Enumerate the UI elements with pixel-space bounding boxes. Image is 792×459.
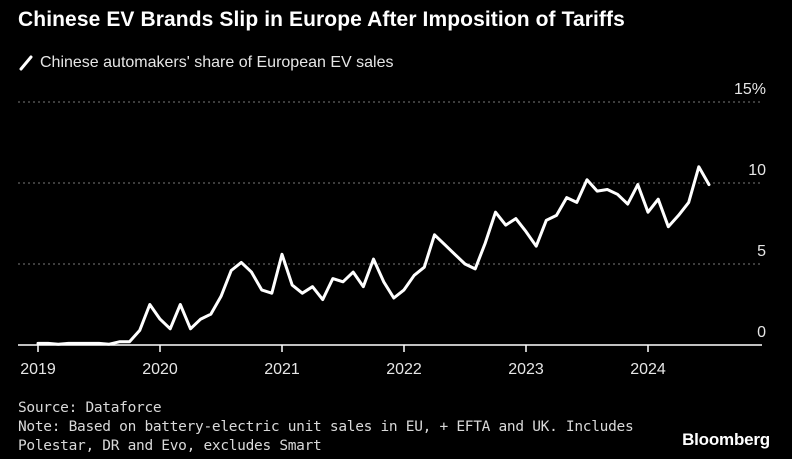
data-point-2023-07 <box>585 178 589 181</box>
data-point-2021-08 <box>352 270 355 274</box>
y-axis-tick-labels: 0 5 10 15% <box>734 81 766 341</box>
data-point-2020-12 <box>270 292 273 295</box>
data-point-2021-03 <box>301 292 304 295</box>
x-tick-label-2019: 2019 <box>20 361 56 378</box>
data-point-2023-06 <box>575 201 578 204</box>
x-tick-label-2021: 2021 <box>264 361 300 378</box>
x-tick-label-2020: 2020 <box>142 361 178 378</box>
legend-series-label: Chinese automakers' share of European EV… <box>40 54 394 71</box>
data-point-2022-01 <box>402 288 406 292</box>
data-point-2019-07 <box>97 342 101 345</box>
data-point-2021-11 <box>382 280 385 283</box>
data-point-2023-10 <box>616 193 619 196</box>
data-point-2019-06 <box>87 342 91 345</box>
data-point-2023-05 <box>565 196 568 199</box>
data-point-2020-09 <box>240 261 243 264</box>
y-tick-label-0: 0 <box>757 324 766 341</box>
data-point-2020-11 <box>260 288 263 292</box>
x-tick-label-2024: 2024 <box>630 361 666 378</box>
gridlines <box>18 101 762 265</box>
data-point-2024-05 <box>687 201 690 204</box>
data-point-2022-04 <box>433 233 436 236</box>
data-point-2022-02 <box>413 274 416 277</box>
data-point-2021-01 <box>280 253 284 256</box>
data-point-2019-04 <box>67 342 70 345</box>
data-point-2022-06 <box>453 253 456 256</box>
data-point-2022-08 <box>474 267 477 271</box>
data-point-2019-11 <box>138 329 141 332</box>
data-point-2021-06 <box>331 277 334 280</box>
data-point-2024-07 <box>707 183 711 186</box>
y-tick-label-15: 15% <box>734 81 766 98</box>
y-tick-label-10: 10 <box>748 162 766 179</box>
data-point-2023-08 <box>596 189 599 193</box>
data-point-2021-12 <box>392 296 395 300</box>
legend-line-swatch-icon <box>19 55 33 71</box>
data-point-2022-05 <box>443 243 446 246</box>
x-axis-tick-labels: 2019 2020 2021 2022 2023 2024 <box>20 361 666 378</box>
data-point-2021-07 <box>341 280 345 283</box>
data-point-2020-05 <box>199 317 202 321</box>
data-point-2023-01 <box>524 230 528 233</box>
data-point-2024-03 <box>667 225 670 228</box>
data-point-2024-06 <box>697 165 700 168</box>
data-point-2023-09 <box>606 188 609 191</box>
x-axis <box>18 344 762 352</box>
data-point-2020-03 <box>179 303 182 306</box>
data-point-2023-12 <box>636 183 639 186</box>
x-tick-label-2023: 2023 <box>508 361 544 378</box>
data-point-2023-11 <box>626 202 629 206</box>
data-point-2021-02 <box>291 283 294 287</box>
data-point-2024-01 <box>646 211 650 214</box>
methodology-note-line-2: Polestar, DR and Evo, excludes Smart <box>18 438 322 454</box>
data-point-2020-04 <box>189 327 192 330</box>
data-point-2020-02 <box>169 327 172 330</box>
data-point-2023-04 <box>555 214 558 217</box>
series-lines <box>36 165 711 346</box>
y-tick-label-5: 5 <box>757 243 766 260</box>
data-point-2022-09 <box>484 241 487 245</box>
data-point-2019-02 <box>47 342 50 345</box>
chart-legend: Chinese automakers' share of European EV… <box>18 52 393 74</box>
data-point-2019-09 <box>118 340 121 343</box>
data-point-2023-02 <box>535 245 538 248</box>
data-point-2021-09 <box>362 285 365 288</box>
data-point-2020-06 <box>209 313 212 316</box>
data-point-2020-10 <box>250 270 253 274</box>
data-point-2019-01 <box>36 342 40 345</box>
data-point-2019-08 <box>108 343 111 346</box>
data-point-2021-04 <box>311 285 314 288</box>
data-point-2022-11 <box>504 223 507 227</box>
chart-footer: Source: Dataforce Note: Based on battery… <box>18 399 634 456</box>
data-point-2022-10 <box>494 211 497 214</box>
data-point-2021-05 <box>321 298 324 301</box>
data-point-2022-07 <box>463 262 467 266</box>
data-point-2020-01 <box>158 317 162 321</box>
bloomberg-logo: Bloomberg <box>682 430 770 449</box>
chart-title: Chinese EV Brands Slip in Europe After I… <box>18 8 625 31</box>
data-point-2022-03 <box>423 266 426 269</box>
data-point-2020-07 <box>219 295 223 298</box>
series-line-0 <box>36 165 711 346</box>
data-point-2022-12 <box>514 217 517 220</box>
data-point-2024-04 <box>677 214 680 217</box>
source-note: Source: Dataforce <box>18 400 162 416</box>
data-point-2021-10 <box>372 257 375 261</box>
methodology-note-line-1: Note: Based on battery-electric unit sal… <box>18 419 634 435</box>
data-point-2019-10 <box>128 340 131 343</box>
x-tick-label-2022: 2022 <box>386 361 422 378</box>
data-point-2020-08 <box>230 269 233 272</box>
data-point-2024-02 <box>657 198 660 201</box>
data-point-2023-03 <box>545 219 548 222</box>
data-point-2019-12 <box>148 303 151 306</box>
data-point-2019-05 <box>77 342 80 345</box>
data-point-2019-03 <box>57 343 60 346</box>
